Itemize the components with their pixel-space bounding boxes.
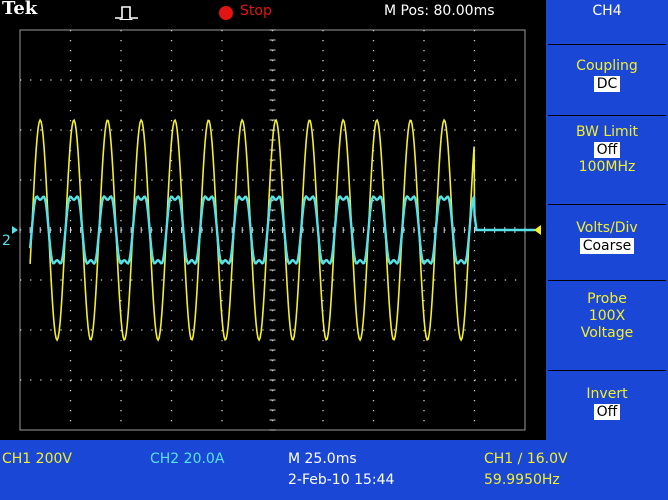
- bw-limit-extra: 100MHz: [578, 159, 636, 175]
- probe-type: Voltage: [580, 325, 634, 341]
- menu-probe[interactable]: Probe 100X Voltage: [546, 291, 668, 342]
- menu-bw-limit[interactable]: BW Limit Off 100MHz: [546, 124, 668, 176]
- horizontal-position-label: M Pos: 80.00ms: [384, 3, 495, 19]
- timebase-readout: M 25.0ms: [288, 451, 357, 467]
- trigger-level-readout: CH1 ∕ 16.0V: [484, 451, 568, 467]
- invert-value: Off: [593, 404, 621, 420]
- waveforms: [12, 118, 541, 342]
- menu-divider: [548, 370, 666, 371]
- volts-div-label: Volts/Div: [576, 220, 638, 236]
- ch2-scale-readout: CH2 20.0A: [150, 451, 225, 467]
- ch1-scale-readout: CH1 200V: [2, 451, 72, 467]
- bw-limit-label: BW Limit: [575, 124, 639, 140]
- status-readout-bar: CH1 200V CH2 20.0A M 25.0ms CH1 ∕ 16.0V …: [0, 440, 668, 500]
- run-state-label: Stop: [240, 3, 272, 19]
- ch2-ground-marker: 2: [2, 233, 11, 249]
- menu-divider: [548, 115, 666, 116]
- date-time-readout: 2-Feb-10 15:44: [288, 472, 395, 488]
- stop-indicator-icon: [219, 6, 233, 20]
- invert-label: Invert: [586, 386, 628, 402]
- coupling-value: DC: [593, 76, 621, 92]
- waveform-display: 2: [0, 20, 545, 440]
- ch2-trace: [28, 194, 535, 266]
- ch2-ground-arrow: [12, 226, 18, 234]
- bw-limit-value: Off: [593, 142, 621, 158]
- menu-divider: [548, 204, 666, 205]
- volts-div-value: Coarse: [579, 238, 635, 254]
- menu-volts-div[interactable]: Volts/Div Coarse: [546, 220, 668, 255]
- menu-divider: [548, 44, 666, 45]
- frequency-readout: 59.9950Hz: [484, 472, 560, 488]
- ch4-menu-panel: CH4 Coupling DC BW Limit Off 100MHz Volt…: [546, 0, 668, 440]
- menu-title: CH4: [592, 3, 622, 19]
- coupling-label: Coupling: [576, 58, 638, 74]
- menu-invert[interactable]: Invert Off: [546, 386, 668, 421]
- menu-coupling[interactable]: Coupling DC: [546, 58, 668, 93]
- probe-attenuation: 100X: [588, 308, 626, 324]
- brand-logo: Tek: [2, 0, 38, 19]
- trigger-level-arrow: [534, 225, 541, 235]
- menu-divider: [548, 280, 666, 281]
- probe-label: Probe: [587, 291, 627, 307]
